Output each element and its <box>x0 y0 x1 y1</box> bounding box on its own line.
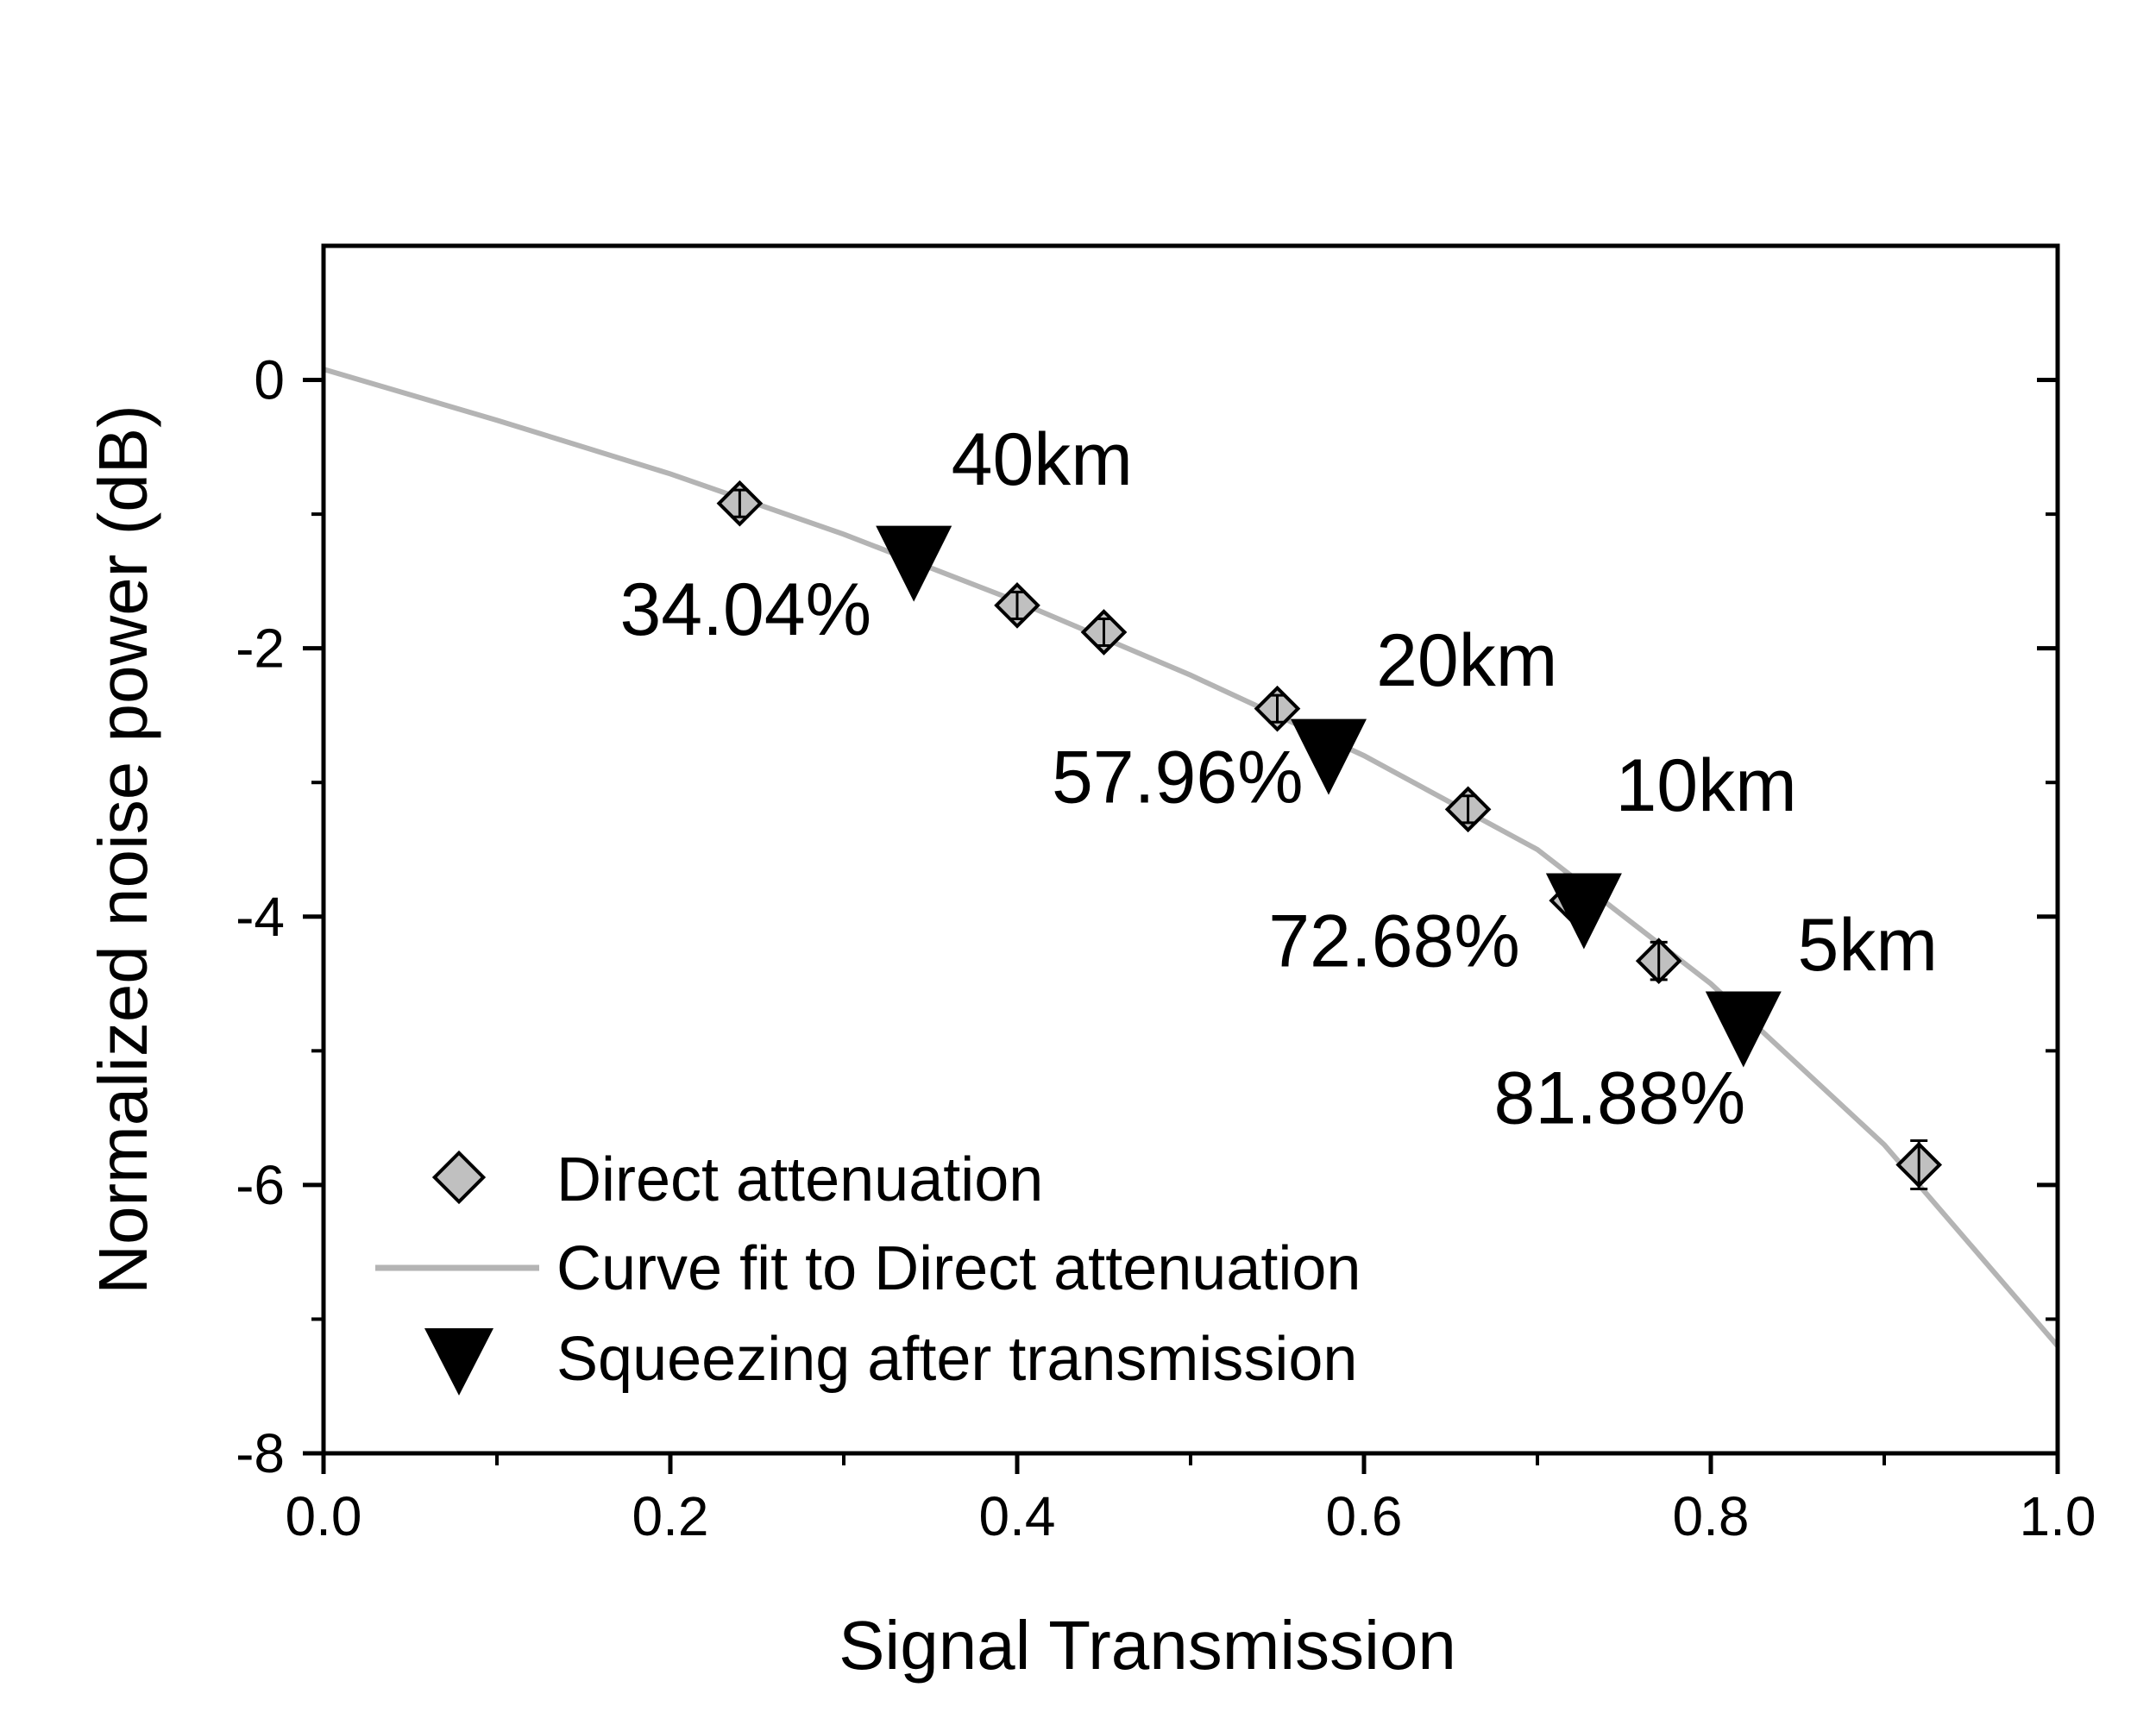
legend-label-direct-attenuation: Direct attenuation <box>556 1145 1043 1214</box>
y-tick-label: -6 <box>236 1154 285 1216</box>
plot-area <box>323 367 2060 1348</box>
annotation-label: 34.04% <box>619 568 871 651</box>
y-tick-label: -4 <box>236 886 285 948</box>
annotation-label: 40km <box>952 418 1133 501</box>
annotation-label: 57.96% <box>1052 737 1304 819</box>
direct-attenuation-point <box>1635 938 1682 984</box>
direct-attenuation-point <box>1080 609 1128 656</box>
ticks: 0.0 0.2 0.4 0.6 0.8 1.0 0 -2 -4 -6 -8 <box>236 349 2096 1547</box>
x-axis-title: Signal Transmission <box>839 1607 1456 1684</box>
annotations: 40km 34.04% 20km 57.96% 10km 72.68% 5km 81.88% <box>619 418 1937 1139</box>
legend-item-squeezing: Squeezing after transmission <box>424 1325 1357 1396</box>
squeezing-triangle-marker <box>1290 718 1367 795</box>
legend-triangle-marker <box>424 1328 493 1396</box>
annotation-label: 72.68% <box>1268 900 1520 982</box>
squeezing-triangle-marker <box>1705 991 1782 1068</box>
x-tick-label: 0.8 <box>1673 1485 1750 1547</box>
y-axis-title: Normalized noise power (dB) <box>85 405 161 1295</box>
y-tick-label: 0 <box>254 349 285 411</box>
direct-attenuation-point <box>1444 786 1492 833</box>
annotation-label: 20km <box>1376 619 1557 702</box>
annotation-label: 5km <box>1798 904 1938 987</box>
legend: Direct attenuation Curve fit to Direct a… <box>375 1145 1361 1396</box>
direct-attenuation-point <box>994 582 1040 629</box>
y-tick-label: -8 <box>236 1422 285 1484</box>
direct-attenuation-point <box>1895 1139 1943 1191</box>
annotation-label: 81.88% <box>1494 1057 1746 1139</box>
legend-label-squeezing: Squeezing after transmission <box>556 1325 1357 1394</box>
direct-attenuation-point <box>1254 685 1301 732</box>
data-marks <box>716 480 1943 1191</box>
legend-label-curve-fit: Curve fit to Direct attenuation <box>556 1234 1361 1303</box>
curve-fit-line <box>323 367 2060 1348</box>
x-tick-label: 0.4 <box>979 1485 1056 1547</box>
squeezing-triangle-marker <box>876 525 952 602</box>
labels: Signal Transmission Normalized noise pow… <box>85 405 1456 1684</box>
x-tick-label: 0.0 <box>286 1485 362 1547</box>
x-tick-label: 1.0 <box>2020 1485 2096 1547</box>
y-tick-label: -2 <box>236 618 285 680</box>
squeezing-triangle-marker <box>1545 873 1622 950</box>
legend-diamond-marker <box>431 1150 487 1205</box>
direct-attenuation-point <box>716 480 764 527</box>
x-tick-label: 0.2 <box>632 1485 709 1547</box>
legend-item-curve-fit: Curve fit to Direct attenuation <box>375 1234 1361 1303</box>
x-tick-label: 0.6 <box>1326 1485 1403 1547</box>
annotation-label: 10km <box>1615 744 1796 827</box>
legend-item-direct-attenuation: Direct attenuation <box>431 1145 1043 1214</box>
